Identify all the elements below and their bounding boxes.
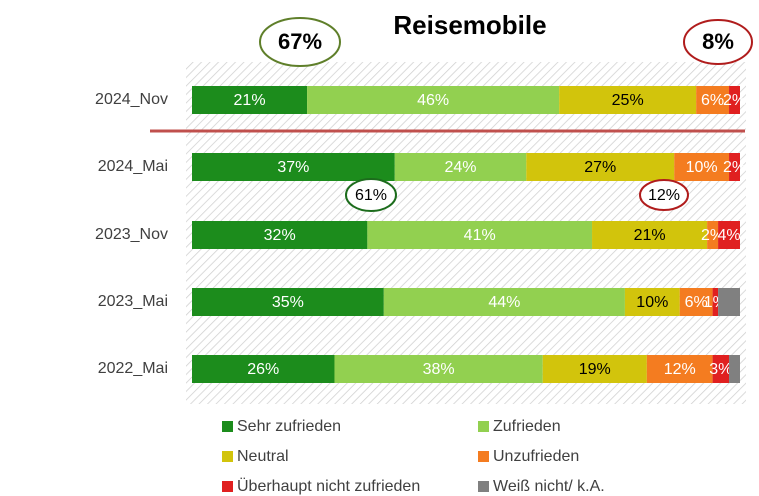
annotation-circle [683, 19, 753, 65]
bar-segment [559, 86, 697, 114]
bar-segment [592, 221, 708, 249]
bar-segment [526, 153, 675, 181]
data-label: 12% [664, 361, 696, 378]
data-label: 4% [717, 227, 740, 244]
legend-label: Sehr zufrieden [237, 418, 341, 435]
data-label: 25% [612, 92, 644, 109]
data-label: 24% [445, 159, 477, 176]
legend-label: Weiß nicht/ k.A. [493, 478, 605, 495]
bar-segment [674, 153, 730, 181]
bar-segment [334, 355, 543, 383]
data-label: 2% [723, 159, 746, 176]
annotation-circle [639, 179, 689, 211]
annotation-text: 8% [702, 29, 734, 54]
bar-segment [718, 288, 740, 316]
annotation-text: 67% [278, 29, 322, 54]
bar-segment [707, 221, 719, 249]
data-label: 46% [417, 92, 449, 109]
category-label: 2022_Mai [98, 360, 168, 377]
bar-segment [394, 153, 527, 181]
data-label: 2% [723, 92, 746, 109]
bar-segment [718, 221, 740, 249]
category-label: 2024_Nov [95, 91, 168, 108]
data-label: 6% [685, 294, 708, 311]
bar-segment [192, 288, 384, 316]
data-label: 27% [584, 159, 616, 176]
data-label: 32% [264, 227, 296, 244]
category-label: 2023_Mai [98, 293, 168, 310]
legend-swatch [222, 451, 233, 462]
bar-segment [192, 355, 335, 383]
annotation-text: 61% [355, 187, 387, 204]
annotation-circle [259, 17, 341, 67]
bar-segment [646, 355, 713, 383]
data-label: 44% [488, 294, 520, 311]
bar-segment [729, 355, 740, 383]
legend-label: Neutral [237, 448, 289, 465]
bar-segment [192, 86, 308, 114]
legend-swatch [478, 421, 489, 432]
data-label: 10% [636, 294, 668, 311]
legend-label: Zufrieden [493, 418, 561, 435]
bar-segment [624, 288, 680, 316]
data-label: 38% [423, 361, 455, 378]
bar-segment [729, 153, 740, 181]
data-label: 35% [272, 294, 304, 311]
legend-swatch [222, 481, 233, 492]
bar-segment [679, 288, 713, 316]
data-label: 37% [277, 159, 309, 176]
annotation-text: 12% [648, 187, 680, 204]
legend-label: Überhaupt nicht zufrieden [237, 477, 420, 495]
bar-segment [383, 288, 625, 316]
data-label: 6% [701, 92, 724, 109]
bar-segment [696, 86, 730, 114]
category-label: 2024_Mai [98, 158, 168, 175]
data-label: 21% [634, 227, 666, 244]
data-label: 26% [247, 361, 279, 378]
annotation-circle [345, 178, 397, 212]
legend-swatch [222, 421, 233, 432]
data-label: 19% [579, 361, 611, 378]
bar-segment [192, 221, 368, 249]
legend-swatch [478, 481, 489, 492]
data-label: 10% [686, 159, 718, 176]
data-label: 21% [234, 92, 266, 109]
bar-segment [542, 355, 647, 383]
chart-title: Reisemobile [393, 10, 546, 40]
legend-label: Unzufrieden [493, 448, 579, 465]
bar-segment [729, 86, 740, 114]
data-label: 41% [464, 227, 496, 244]
bar-segment [192, 153, 395, 181]
bar-segment [712, 355, 730, 383]
legend-swatch [478, 451, 489, 462]
category-label: 2023_Nov [95, 226, 168, 243]
data-label: 3% [709, 361, 732, 378]
bar-segment [712, 288, 719, 316]
bar-segment [367, 221, 593, 249]
bar-segment [307, 86, 560, 114]
